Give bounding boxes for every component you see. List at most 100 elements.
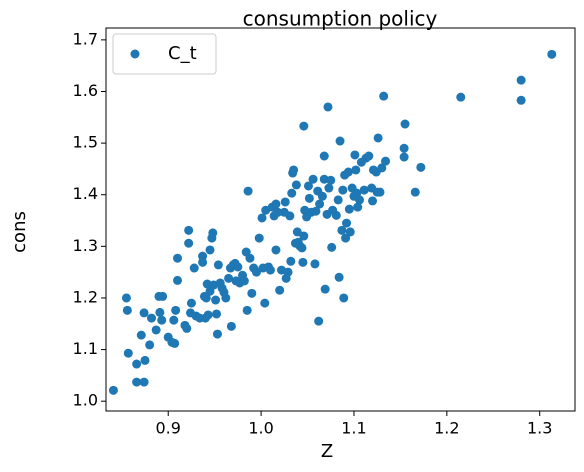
point	[198, 257, 208, 267]
point	[122, 305, 132, 315]
point	[205, 245, 215, 255]
point	[213, 260, 223, 270]
x-tick-label: 1.1	[341, 419, 366, 438]
point	[292, 227, 302, 237]
point	[298, 257, 308, 267]
point	[364, 151, 374, 161]
point	[265, 265, 275, 275]
point	[353, 202, 363, 212]
y-tick-label: 1.2	[73, 287, 98, 306]
point	[377, 163, 387, 173]
x-axis-label: Z	[321, 441, 333, 462]
point	[271, 199, 281, 209]
point	[400, 119, 410, 129]
point	[245, 253, 255, 263]
point	[334, 272, 344, 282]
point	[198, 251, 208, 261]
y-tick-label: 1.6	[73, 81, 98, 100]
point	[170, 338, 180, 348]
point	[139, 308, 149, 318]
point	[243, 186, 253, 196]
point	[516, 75, 526, 85]
point	[355, 195, 365, 205]
point	[339, 293, 349, 303]
point	[203, 310, 213, 320]
point	[242, 305, 252, 315]
point	[315, 199, 325, 209]
point	[303, 181, 313, 191]
point	[221, 293, 231, 303]
point	[254, 233, 264, 243]
point	[331, 210, 341, 220]
point	[327, 242, 337, 252]
point	[151, 325, 161, 335]
point	[184, 238, 194, 248]
point	[343, 167, 353, 177]
point	[108, 385, 118, 395]
point	[136, 330, 146, 340]
point	[139, 377, 149, 387]
point	[324, 183, 334, 193]
point	[184, 225, 194, 235]
point	[379, 91, 389, 101]
point	[226, 321, 236, 331]
point	[319, 151, 329, 161]
point	[375, 187, 385, 197]
point	[308, 174, 318, 184]
point	[410, 187, 420, 197]
x-tick-label: 1.3	[527, 419, 552, 438]
point	[211, 295, 221, 305]
y-tick-label: 1.3	[73, 236, 98, 255]
point	[287, 188, 297, 198]
point	[169, 315, 179, 325]
point	[320, 284, 330, 294]
point	[186, 298, 196, 308]
x-tick-label: 0.9	[155, 419, 180, 438]
point	[516, 95, 526, 105]
point	[359, 185, 369, 195]
point	[547, 49, 557, 59]
point	[456, 92, 466, 102]
point	[333, 195, 343, 205]
y-tick-label: 1.7	[73, 29, 98, 48]
point	[341, 233, 351, 243]
point	[273, 207, 283, 217]
point	[311, 206, 321, 216]
point	[286, 256, 296, 266]
point	[121, 293, 131, 303]
point	[283, 267, 293, 277]
point	[275, 285, 285, 295]
point	[208, 228, 218, 238]
point	[310, 259, 320, 269]
point	[201, 293, 211, 303]
x-tick-label: 1.0	[248, 419, 273, 438]
point	[381, 156, 391, 166]
point	[416, 162, 426, 172]
point	[171, 305, 181, 315]
point	[345, 227, 355, 237]
point	[189, 263, 199, 273]
point	[224, 273, 234, 283]
point	[147, 313, 157, 323]
point	[342, 218, 352, 228]
plot-frame	[105, 27, 576, 412]
point	[337, 225, 347, 235]
point	[304, 193, 314, 203]
point	[158, 291, 168, 301]
point	[260, 298, 270, 308]
point	[323, 102, 333, 112]
point	[145, 340, 155, 350]
y-tick-label: 1.5	[73, 133, 98, 152]
point	[212, 309, 222, 319]
point	[233, 262, 243, 272]
legend-box	[112, 33, 217, 75]
point	[247, 288, 257, 298]
point	[182, 323, 192, 333]
y-tick-label: 1.0	[73, 391, 98, 410]
point	[140, 355, 150, 365]
y-axis-label: cons	[9, 211, 30, 253]
point	[155, 307, 165, 317]
point	[368, 196, 378, 206]
y-tick-label: 1.4	[73, 184, 98, 203]
